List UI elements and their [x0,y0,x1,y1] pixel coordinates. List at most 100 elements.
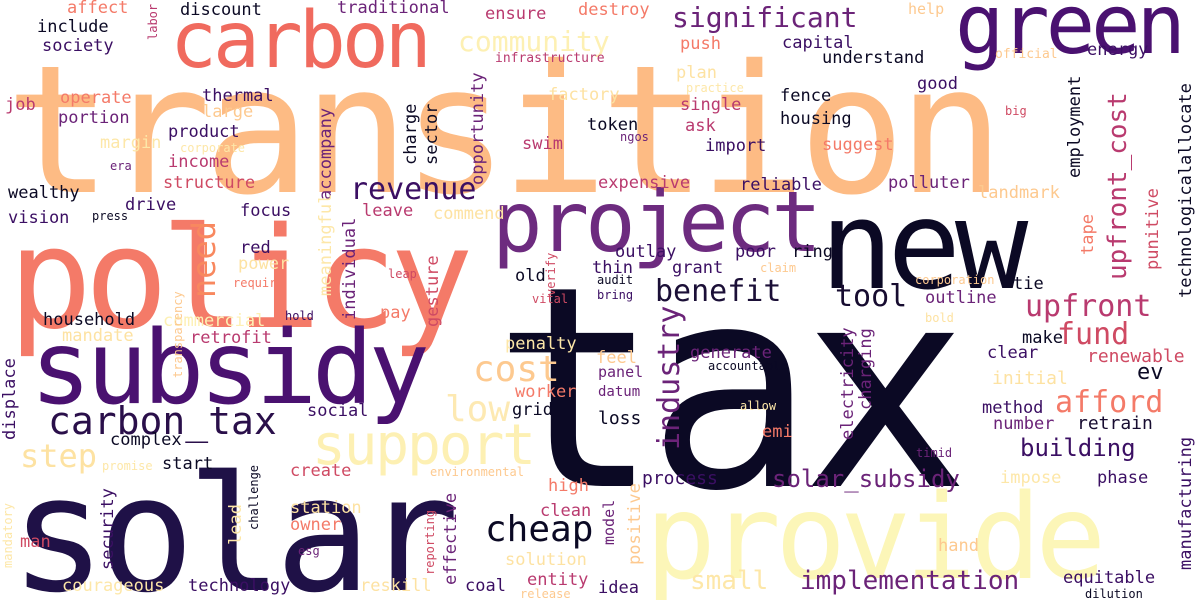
word-green: green [955,0,1186,73]
word-feel: feel [596,348,637,368]
word-energy: energy [1087,40,1149,60]
word-good: good [917,74,958,94]
word-housing: housing [780,109,852,129]
word-bold: bold [925,311,954,325]
word-society: society [42,36,114,56]
word-esg: esg [298,544,320,558]
word-significant: significant [672,1,858,34]
word-expensive: expensive [598,173,691,193]
word-outlay: outlay [615,242,677,262]
word-transparency: transparency [171,291,185,378]
word-landmark: landmark [978,183,1060,203]
word-red: red [240,238,271,258]
word-thermal: thermal [202,86,274,106]
word-require: require [233,276,284,290]
word-coal: coal [465,576,506,596]
word-practice: practice [686,81,744,95]
word-support: support [312,413,536,478]
word-step: step [20,437,98,475]
word-tax: tax [492,227,970,553]
word-technology: technology [188,576,291,596]
word-need: need [185,220,223,298]
word-fence: fence [780,86,832,106]
word-generate: generate [690,343,772,363]
word-retrofit: retrofit [190,328,272,348]
word-accountable: accountable [708,359,788,373]
word-pay: pay [380,303,411,323]
word-charge: charge [401,103,421,165]
word-man: man [20,532,51,552]
word-reskill: reskill [360,576,432,596]
word-bring: bring [597,288,634,302]
word-grant: grant [672,258,724,278]
word-retrain: retrain [1077,413,1153,434]
word-portion: portion [58,108,130,128]
word-corporate: corporate [180,141,246,155]
word-release: release [520,587,571,600]
word-factory: factory [548,85,620,105]
word-start: start [162,454,214,474]
word-electricity: electricity [838,327,858,440]
word-labor: labor [146,3,160,40]
word-solar-subsidy: solar_subsidy [772,465,960,493]
word-income: income [168,152,230,172]
word-discount: discount [180,0,262,20]
word-station: station [290,498,362,518]
word-single: single [680,95,742,115]
word-building: building [1020,434,1136,462]
word-traditional: traditional [337,0,450,18]
word-commercial: commercial [163,311,266,331]
word-leap: leap [388,267,417,281]
word-entity: entity [527,570,589,590]
word-official: official [995,47,1058,62]
word-affect: affect [67,0,129,18]
word-provide: provide [645,468,1106,600]
word-positive: positive [625,483,645,565]
word-environmental: environmental [430,465,524,479]
word-project: project [492,173,822,271]
word-promise: promise [102,459,153,473]
word-complex: complex [110,430,182,450]
word-equitable: equitable [1063,568,1156,588]
word-product: product [168,122,240,142]
word-process: process [642,468,718,489]
word-create: create [290,461,352,481]
word-ev: ev [1137,360,1164,385]
word-solution: solution [505,550,587,570]
word-poor: poor [735,242,776,262]
word-technological: technological [1176,164,1196,298]
word-grid: grid [512,400,553,420]
word-mandate: mandate [62,326,134,346]
word-low: low [445,389,511,430]
word-vital: vital [532,292,569,306]
word-understand: understand [822,48,925,68]
word-suggest: suggest [822,135,894,155]
word-outline: outline [925,288,997,308]
word-destroy: destroy [578,0,650,20]
word-structure: structure [163,173,256,193]
word-leave: leave [362,201,414,221]
word-help: help [908,0,945,18]
word-push: push [680,34,721,54]
word-penalty: penalty [505,334,577,354]
word-transition: transition [5,27,1005,234]
word-revenue: revenue [350,172,477,207]
word-allow: allow [740,399,777,413]
word-clean: clean [540,501,592,521]
word-power: power [238,254,290,274]
word-charging: charging [856,328,876,410]
word-implementation: implementation [800,566,1020,596]
word-corporation: corporation [915,273,995,287]
word-challenge: challenge [247,464,261,530]
word-displace: displace [0,358,20,440]
word-idea: idea [598,578,639,598]
word-courageous: courageous [62,576,165,596]
word-focus: focus [240,201,292,221]
word-model: model [600,499,618,545]
word-dilution: dilution [1085,587,1143,600]
word-gesture: gesture [423,255,443,327]
word-era: era [110,159,132,173]
word-plan: plan [676,63,717,83]
word-mandatory: mandatory [1,502,15,568]
word-swim: swim [522,134,563,154]
